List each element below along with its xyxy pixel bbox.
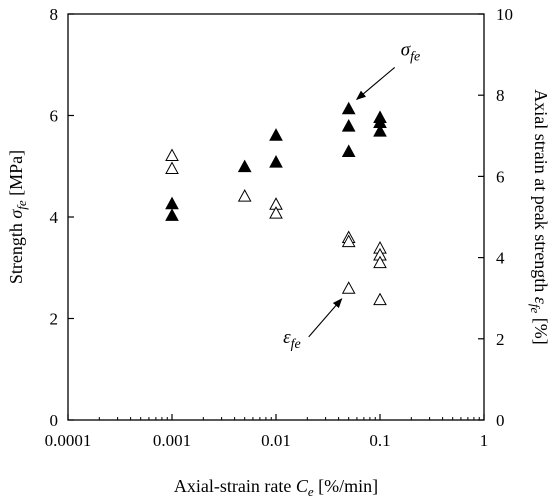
x-axis-label: Axial-strain rate Ce [%/min] — [174, 476, 378, 499]
annotation-arrow — [308, 298, 343, 338]
annotations: σfe εfe — [283, 39, 420, 351]
y-left-tick-label: 4 — [50, 208, 59, 227]
strength-point — [269, 155, 283, 168]
y-right-tick-label: 0 — [496, 411, 505, 430]
y-right-tick-label: 6 — [496, 167, 505, 186]
strain-point — [341, 281, 356, 294]
strength-point — [373, 124, 387, 137]
x-tick-label: 0.0001 — [45, 431, 92, 450]
x-tick-label: 0.01 — [261, 431, 291, 450]
strength-point — [269, 128, 283, 141]
annotation-arrow — [355, 66, 396, 101]
strength-point — [237, 159, 252, 173]
y-left-tick-label: 0 — [50, 411, 59, 430]
strength-point — [341, 119, 356, 132]
x-tick-label: 0.1 — [369, 431, 390, 450]
strength-point — [165, 208, 179, 221]
y-left-tick-label: 6 — [50, 107, 59, 126]
strength-point — [341, 144, 356, 157]
x-tick-label: 0.001 — [153, 431, 191, 450]
strength-point — [165, 196, 179, 210]
strain-point — [165, 148, 179, 161]
y-axis-left-label: Strength σfe [MPa] — [6, 150, 29, 284]
x-tick-label: 1 — [480, 431, 489, 450]
strain-point — [341, 234, 356, 248]
data-points — [165, 101, 387, 306]
y-left-tick-label: 8 — [50, 5, 59, 24]
y-right-tick-label: 4 — [496, 249, 505, 268]
y-left-tick-label: 2 — [50, 310, 59, 329]
ticks — [67, 13, 485, 421]
y-right-tick-label: 10 — [496, 5, 513, 24]
strain-point — [373, 292, 387, 306]
y-right-tick-label: 8 — [496, 86, 505, 105]
y-axis-right-label: Axial strain at peak strength εfe [%] — [528, 89, 550, 344]
strain-point — [165, 161, 179, 174]
strain-point — [269, 206, 283, 219]
annotation-label: εfe — [283, 327, 301, 352]
y-right-tick-label: 2 — [496, 330, 505, 349]
strain-point — [237, 189, 252, 202]
strain-point — [373, 255, 387, 269]
strength-point — [341, 101, 356, 115]
annotation-label: σfe — [401, 39, 420, 64]
